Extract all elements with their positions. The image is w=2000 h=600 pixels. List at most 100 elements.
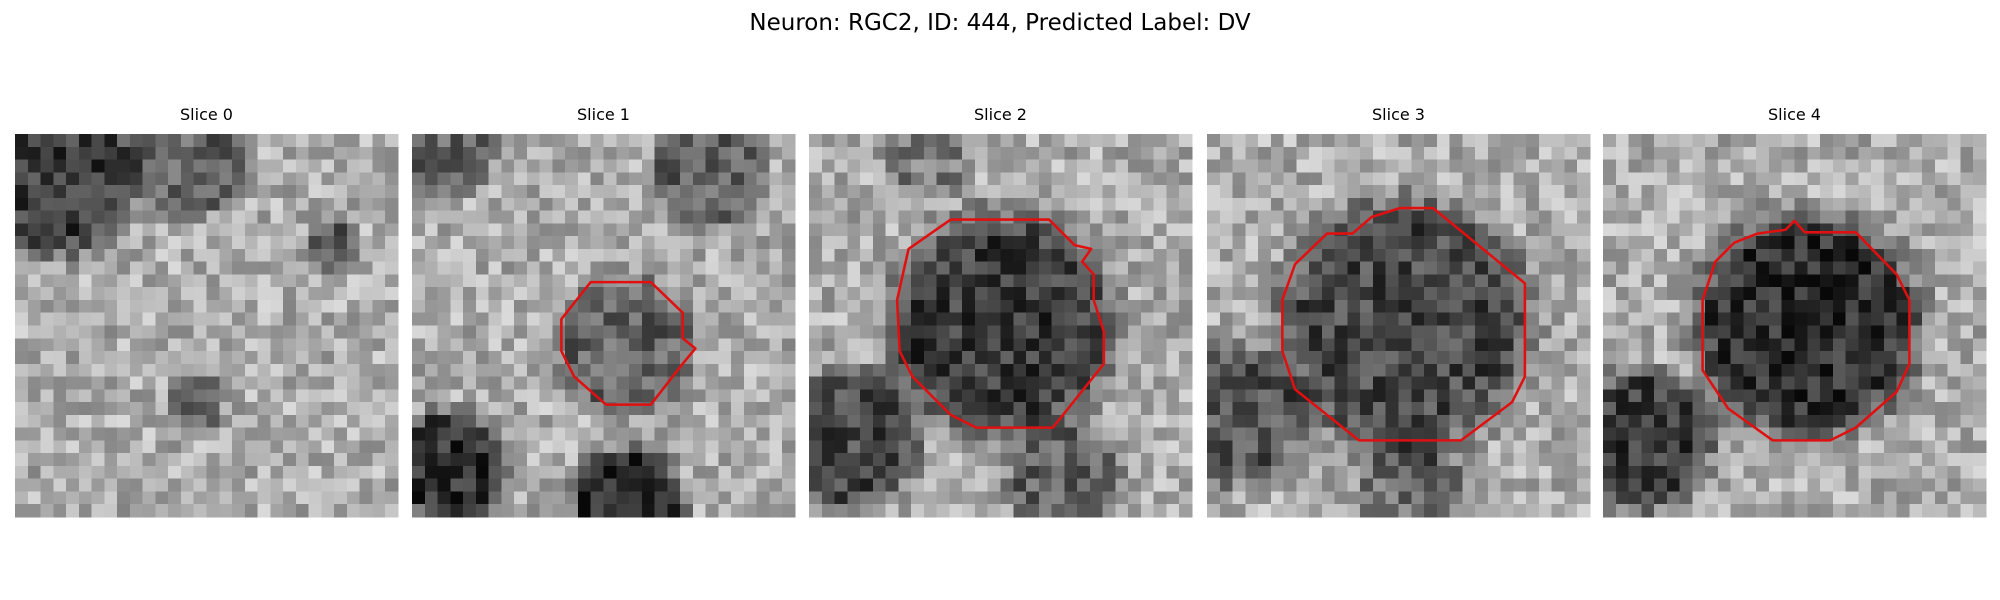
pixel: [15, 197, 29, 211]
pixel: [514, 159, 528, 173]
pixel: [1487, 376, 1502, 390]
pixel: [1820, 146, 1834, 160]
pixel: [1089, 465, 1104, 480]
pixel: [334, 465, 348, 480]
pixel: [1360, 504, 1374, 518]
pixel: [821, 197, 835, 211]
pixel: [104, 197, 118, 211]
pixel: [705, 389, 719, 403]
pixel: [1347, 478, 1361, 492]
pixel: [359, 363, 373, 377]
pixel: [219, 389, 233, 403]
pixel: [1232, 351, 1246, 365]
pixel: [1577, 197, 1591, 211]
pixel: [809, 274, 823, 288]
pixel: [385, 248, 399, 263]
pixel: [1743, 172, 1757, 186]
pixel: [834, 427, 848, 441]
pixel: [923, 453, 938, 467]
pixel: [1245, 325, 1259, 339]
pixel: [847, 159, 861, 173]
pixel: [1692, 491, 1706, 505]
pixel: [769, 465, 783, 480]
pixel: [1807, 261, 1821, 275]
pixel: [809, 287, 823, 301]
pixel: [885, 223, 899, 237]
pixel: [1270, 389, 1284, 403]
pixel: [1781, 159, 1795, 173]
pixel: [501, 210, 515, 224]
pixel: [705, 287, 719, 301]
pixel: [1115, 453, 1129, 467]
pixel: [40, 376, 54, 390]
pixel: [756, 351, 770, 365]
pixel: [488, 351, 502, 365]
pixel: [1679, 261, 1693, 275]
pixel: [782, 274, 796, 288]
pixel: [923, 172, 938, 186]
pixel: [1424, 504, 1438, 518]
pixel: [847, 351, 861, 365]
pixel: [782, 210, 796, 224]
pixel: [1102, 465, 1116, 480]
pixel: [539, 299, 553, 314]
pixel: [1960, 299, 1974, 314]
pixel: [1449, 210, 1463, 224]
pixel: [475, 312, 489, 326]
pixel: [641, 261, 655, 275]
pixel: [1283, 172, 1297, 186]
pixel: [629, 134, 643, 148]
pixel: [769, 325, 783, 339]
pixel: [1871, 185, 1885, 199]
pixel: [936, 146, 950, 160]
pixel: [232, 478, 246, 492]
pixel: [53, 299, 67, 314]
pixel: [962, 427, 976, 441]
pixel: [1538, 427, 1553, 441]
pixel: [1166, 274, 1180, 288]
pixel: [718, 159, 732, 173]
pixel: [501, 185, 515, 199]
pixel: [1385, 197, 1399, 211]
pixel: [1013, 210, 1027, 224]
pixel: [936, 453, 950, 467]
pixel: [629, 325, 643, 339]
pixel: [692, 223, 707, 237]
pixel: [974, 274, 989, 288]
pixel: [769, 159, 783, 173]
pixel: [308, 248, 322, 263]
pixel: [66, 236, 80, 250]
pixel: [257, 210, 271, 224]
pixel: [257, 287, 271, 301]
pixel: [501, 197, 515, 211]
pixel: [104, 172, 118, 186]
pixel: [1258, 325, 1272, 339]
pixel: [1026, 236, 1040, 250]
pixel: [911, 261, 925, 275]
pixel: [1705, 172, 1719, 186]
pixel: [782, 134, 796, 148]
pixel: [1513, 223, 1527, 237]
pixel: [1628, 465, 1642, 480]
pixel: [885, 351, 899, 365]
pixel: [705, 414, 719, 429]
pixel: [692, 287, 707, 301]
pixel: [885, 363, 899, 377]
pixel: [1654, 402, 1668, 416]
pixel: [718, 478, 732, 492]
pixel: [308, 312, 322, 326]
pixel: [450, 465, 464, 480]
pixel: [501, 146, 515, 160]
pixel: [1730, 274, 1744, 288]
pixel: [1603, 287, 1617, 301]
pixel: [206, 236, 220, 250]
pixel: [1487, 236, 1502, 250]
pixel: [923, 402, 938, 416]
pixel: [1309, 465, 1323, 480]
pixel: [1526, 427, 1540, 441]
pixel: [1641, 325, 1655, 339]
pixel: [463, 325, 477, 339]
pixel: [514, 210, 528, 224]
pixel: [385, 338, 399, 352]
pixel: [1628, 402, 1642, 416]
